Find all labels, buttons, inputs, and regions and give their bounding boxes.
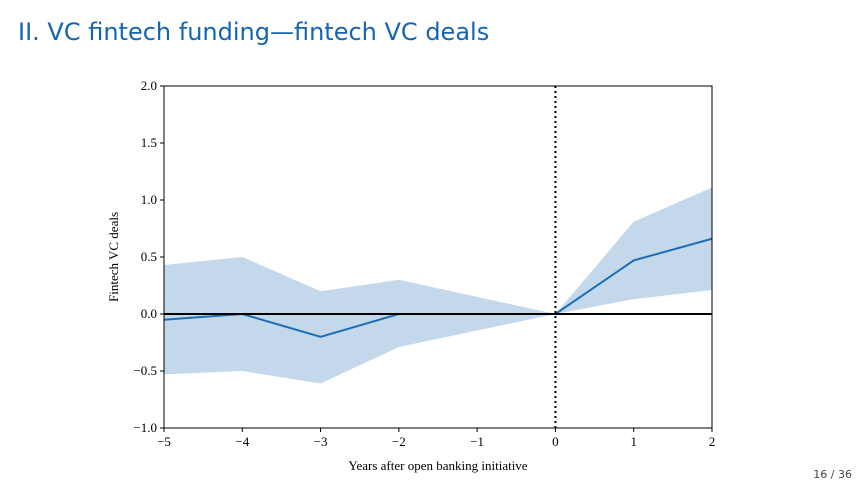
- plot: −5 −4 −3 −2 −1 0 1 2 −1.0 −0.5 0.0 0.5 1.0 1.5 2.0: [133, 78, 715, 449]
- y-tick-label: −0.5: [133, 363, 157, 378]
- x-tick-label: −3: [314, 434, 328, 449]
- slide-title: II. VC fintech funding—fintech VC deals: [18, 18, 489, 46]
- x-tick-label: 0: [552, 434, 559, 449]
- y-tick-label: 2.0: [141, 78, 157, 93]
- x-tick-label: 2: [709, 434, 716, 449]
- confidence-band: [164, 187, 712, 384]
- x-tick-label: −4: [235, 434, 249, 449]
- y-tick-label: 0.0: [141, 306, 157, 321]
- y-tick-label: 1.0: [141, 192, 157, 207]
- y-axis-label: Fintech VC deals: [106, 212, 121, 302]
- x-axis-label: Years after open banking initiative: [348, 458, 527, 473]
- y-tick-label: 1.5: [141, 135, 157, 150]
- x-tick-label: −2: [392, 434, 406, 449]
- y-tick-label: −1.0: [133, 420, 157, 435]
- x-tick-label: −1: [470, 434, 484, 449]
- y-tick-label: 0.5: [141, 249, 157, 264]
- x-tick-label: 1: [630, 434, 637, 449]
- page-number: 16 / 36: [813, 468, 852, 481]
- x-tick-label: −5: [157, 434, 171, 449]
